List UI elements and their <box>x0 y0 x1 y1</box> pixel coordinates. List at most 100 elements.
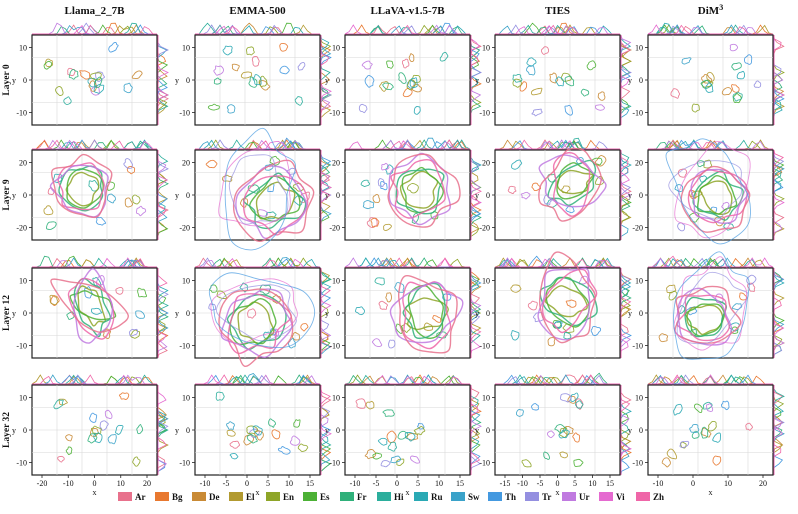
legend-swatch <box>377 492 391 501</box>
x-tick-label: 0 <box>245 479 249 488</box>
contour <box>686 304 724 336</box>
contour <box>380 181 388 191</box>
marginal-curve <box>345 257 470 268</box>
contour <box>95 71 105 82</box>
contour <box>372 194 381 203</box>
contour <box>406 433 419 441</box>
contour <box>549 72 559 84</box>
contour <box>379 81 389 92</box>
contour <box>677 168 688 178</box>
contour <box>413 426 426 436</box>
marginal-curve <box>157 385 167 475</box>
y-axis-label: y <box>12 191 16 200</box>
y-tick-label: 10 <box>182 394 190 403</box>
contour <box>364 449 377 460</box>
y-tick-label: 0 <box>23 309 27 318</box>
contour <box>531 403 539 411</box>
contour-group <box>510 251 602 347</box>
contour <box>685 306 698 316</box>
y-tick-label: 0 <box>186 191 190 200</box>
row-label: Layer 0 <box>2 64 12 95</box>
contour <box>564 104 573 116</box>
y-tick-label: 0 <box>486 309 490 318</box>
contour <box>390 455 401 464</box>
contour <box>72 268 114 344</box>
contour <box>361 60 373 70</box>
top-marginal <box>31 139 158 150</box>
y-tick-label: 0 <box>186 309 190 318</box>
contour <box>565 299 577 308</box>
y-tick-label: 0 <box>639 309 643 318</box>
y-tick-label: 10 <box>19 44 27 53</box>
contour-group <box>354 275 464 354</box>
contour <box>706 403 714 412</box>
contour-group <box>49 268 148 344</box>
marginal-curve <box>620 385 631 475</box>
contour <box>242 175 309 236</box>
top-marginal <box>194 257 321 268</box>
contour <box>118 392 130 400</box>
contour <box>208 272 316 349</box>
x-tick-label: 10 <box>285 479 293 488</box>
x-tick-label: 5 <box>416 479 420 488</box>
contour <box>46 221 57 230</box>
marginal-curve <box>320 35 330 125</box>
contour <box>693 403 703 414</box>
x-tick-label: 0 <box>691 479 695 488</box>
marginal-curve <box>620 35 632 125</box>
y-tick-label: -10 <box>329 341 340 350</box>
contour <box>218 149 291 227</box>
marginal-curve <box>32 24 158 35</box>
y-tick-label: 10 <box>332 394 340 403</box>
top-marginal <box>495 137 620 150</box>
marginal-curve <box>648 374 773 385</box>
contour <box>540 46 550 55</box>
contour <box>104 409 113 419</box>
contour-group <box>515 392 584 468</box>
y-tick-label: 0 <box>23 76 27 85</box>
contour <box>519 81 528 92</box>
contour <box>674 184 684 193</box>
contour <box>131 70 143 80</box>
marginal-curve <box>320 268 331 358</box>
marginal-curve <box>195 257 320 268</box>
y-tick-label: 0 <box>186 426 190 435</box>
contour <box>242 172 307 230</box>
contour <box>679 440 690 448</box>
y-tick-label: 10 <box>332 277 340 286</box>
x-axis-label: x <box>93 488 97 497</box>
row-label: Layer 9 <box>2 179 12 210</box>
contour <box>247 308 257 319</box>
contour <box>559 451 568 459</box>
legend-swatch <box>451 492 465 501</box>
contour <box>411 83 423 93</box>
contour <box>79 70 91 80</box>
contour <box>690 168 750 224</box>
contour-group <box>43 153 147 230</box>
contour <box>382 409 395 417</box>
contour <box>385 164 394 175</box>
contour <box>43 205 54 216</box>
contour <box>130 329 141 339</box>
y-tick-label: 10 <box>635 277 643 286</box>
right-marginal <box>773 267 785 359</box>
y-tick-label: -10 <box>16 458 27 467</box>
top-marginal <box>344 257 470 268</box>
contour <box>43 60 53 70</box>
contour <box>90 425 102 435</box>
contour <box>705 82 714 93</box>
contour <box>674 285 742 344</box>
y-axis-label: y <box>475 76 479 85</box>
y-tick-label: 10 <box>482 277 490 286</box>
y-tick-label: -20 <box>329 223 340 232</box>
contour <box>279 42 289 52</box>
contour <box>252 425 263 436</box>
y-tick-label: -10 <box>479 341 490 350</box>
contour <box>94 76 103 88</box>
contour <box>271 429 281 440</box>
legend-swatch <box>488 492 502 501</box>
x-tick-label: -5 <box>373 479 380 488</box>
contour <box>681 57 692 65</box>
y-tick-label: 10 <box>482 394 490 403</box>
y-tick-label: 10 <box>182 277 190 286</box>
